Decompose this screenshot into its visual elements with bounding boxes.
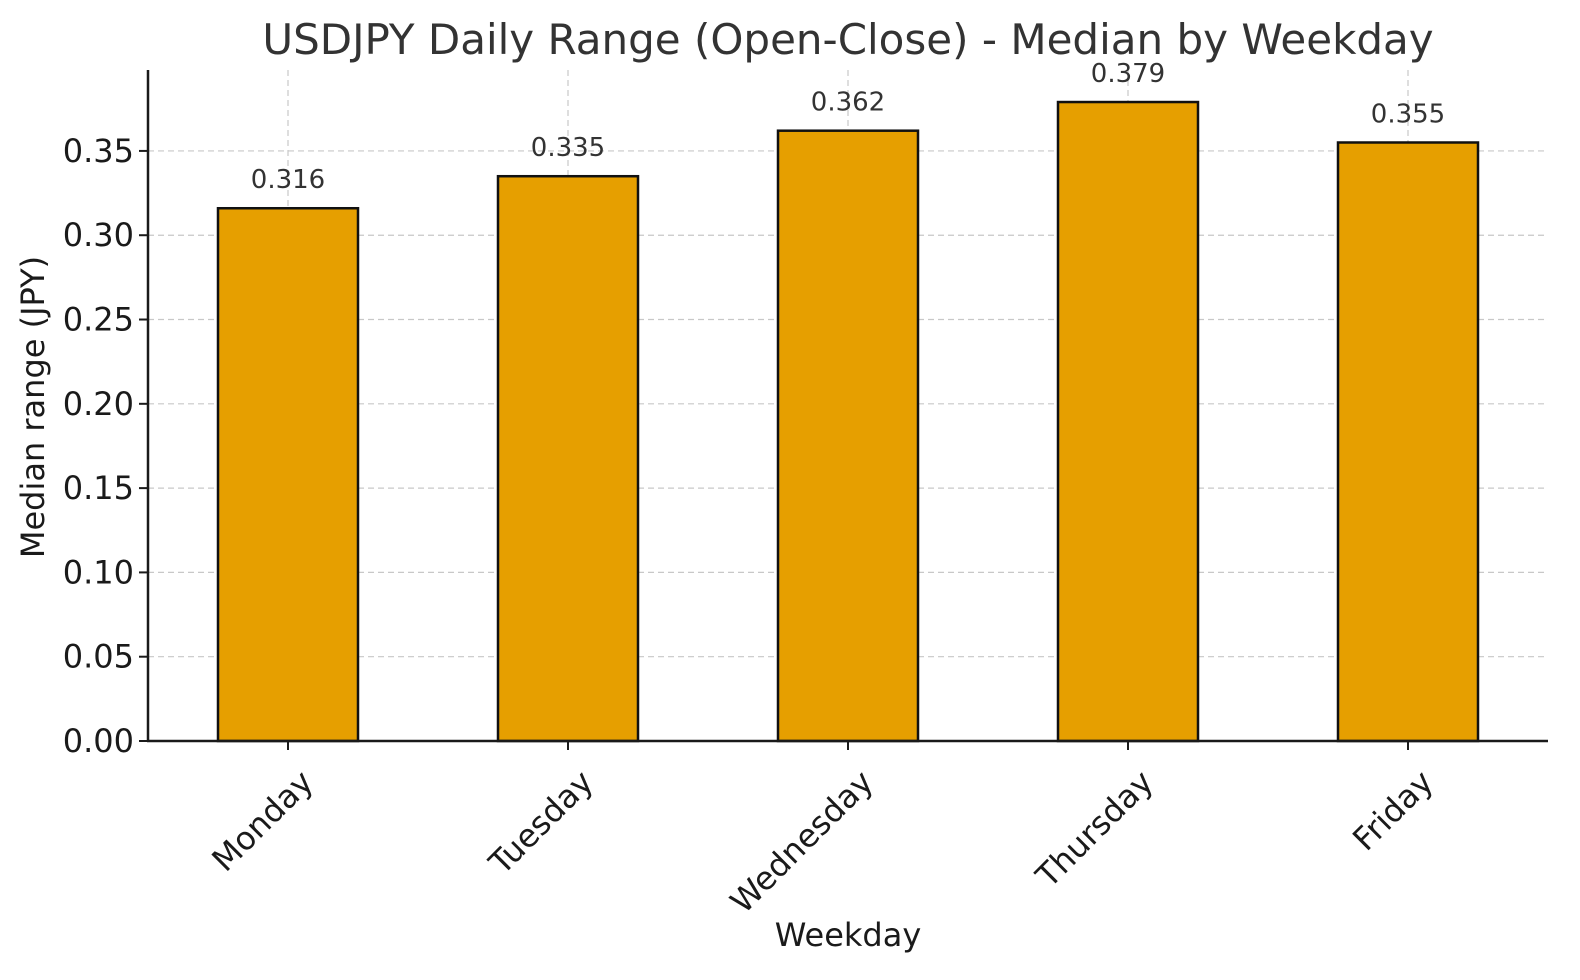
chart-title: USDJPY Daily Range (Open-Close) - Median… bbox=[262, 15, 1433, 64]
x-tick-label: Wednesday bbox=[723, 763, 881, 921]
bar-wednesday bbox=[776, 129, 920, 743]
data-labels: 0.316 0.335 0.362 0.379 0.355 bbox=[251, 59, 1445, 195]
y-tick-label: 0.30 bbox=[63, 216, 134, 254]
y-tick-label: 0.05 bbox=[63, 638, 134, 676]
x-axis-title: Weekday bbox=[775, 916, 922, 954]
x-axis: Monday Tuesday Wednesday Thursday Friday bbox=[147, 739, 1548, 921]
y-tick-label: 0.15 bbox=[63, 469, 134, 507]
data-label: 0.379 bbox=[1091, 59, 1165, 89]
bar-monday bbox=[216, 206, 360, 743]
y-tick-label: 0.10 bbox=[63, 553, 134, 591]
y-axis-title: Median range (JPY) bbox=[14, 256, 52, 558]
data-label: 0.355 bbox=[1371, 99, 1445, 129]
bar-tuesday bbox=[496, 174, 640, 743]
data-label: 0.362 bbox=[811, 88, 885, 118]
y-tick-label: 0.20 bbox=[63, 385, 134, 423]
data-label: 0.316 bbox=[251, 165, 325, 195]
y-tick-label: 0.35 bbox=[63, 132, 134, 170]
y-tick-label: 0.00 bbox=[63, 722, 134, 760]
bars bbox=[216, 100, 1480, 743]
bar-thursday bbox=[1056, 100, 1200, 743]
y-axis: 0.00 0.05 0.10 0.15 0.20 0.25 0.30 0.35 bbox=[63, 70, 150, 760]
bar-friday bbox=[1336, 141, 1480, 743]
x-tick-label: Thursday bbox=[1028, 763, 1161, 896]
x-tick-label: Monday bbox=[204, 763, 320, 879]
x-tick-label: Tuesday bbox=[481, 763, 601, 883]
data-label: 0.335 bbox=[531, 133, 605, 163]
y-tick-label: 0.25 bbox=[63, 301, 134, 339]
x-tick-label: Friday bbox=[1345, 763, 1440, 858]
